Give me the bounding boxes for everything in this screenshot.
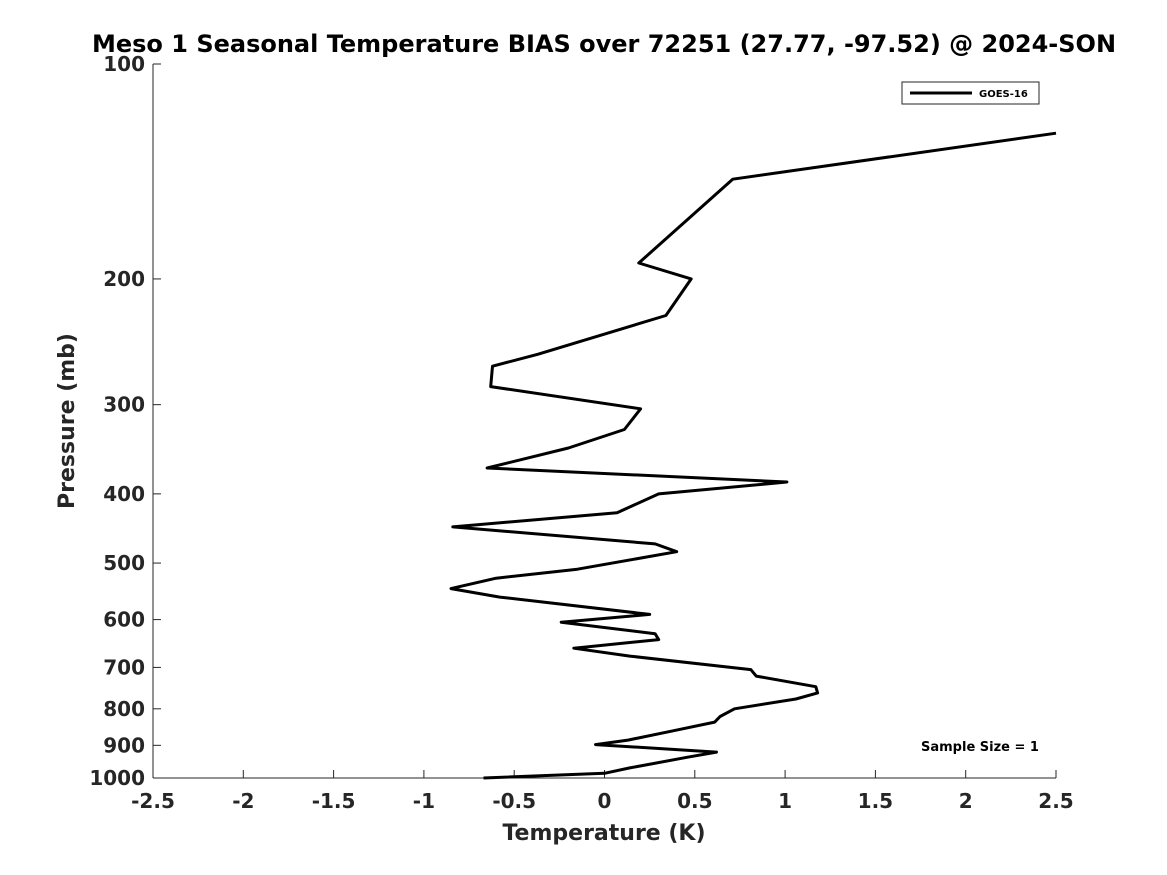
sample-size-annotation: Sample Size = 1 (921, 740, 1039, 755)
y-tick-label: 900 (103, 733, 145, 757)
x-tick-label: -2.5 (131, 789, 175, 813)
legend: GOES-16 (901, 81, 1040, 105)
x-tick-label: 1 (778, 789, 792, 813)
y-tick-label: 100 (103, 52, 145, 76)
y-tick-label: 1000 (89, 766, 145, 790)
x-tick-label: -2 (232, 789, 254, 813)
y-tick-label: 600 (103, 608, 145, 632)
y-tick-label: 300 (103, 393, 145, 417)
x-tick-label: 1.5 (858, 789, 893, 813)
legend-label-goes-16: GOES-16 (979, 89, 1028, 100)
x-axis-label: Temperature (K) (502, 821, 705, 846)
x-tick-label: -1.5 (312, 789, 356, 813)
axes: -2.5 -2 -1.5 -1 -0.5 0 0.5 1 1.5 2 2.5 100 200 300 400… (89, 52, 1073, 813)
series-line-goes-16 (449, 131, 1057, 780)
x-tick-label: 0 (598, 789, 612, 813)
plot-lines (449, 131, 1057, 780)
y-tick-label: 400 (103, 482, 145, 506)
y-tick-label: 500 (103, 551, 145, 575)
x-tick-label: 2 (959, 789, 973, 813)
x-tick-label: -1 (413, 789, 435, 813)
x-tick-label: 2.5 (1038, 789, 1073, 813)
y-tick-label: 200 (103, 267, 145, 291)
y-tick-label: 800 (103, 697, 145, 721)
x-tick-label: 0.5 (677, 789, 712, 813)
y-tick-label: 700 (103, 655, 145, 679)
chart-title: Meso 1 Seasonal Temperature BIAS over 72… (92, 30, 1116, 58)
y-axis-label: Pressure (mb) (55, 333, 80, 509)
x-tick-label: -0.5 (492, 789, 536, 813)
